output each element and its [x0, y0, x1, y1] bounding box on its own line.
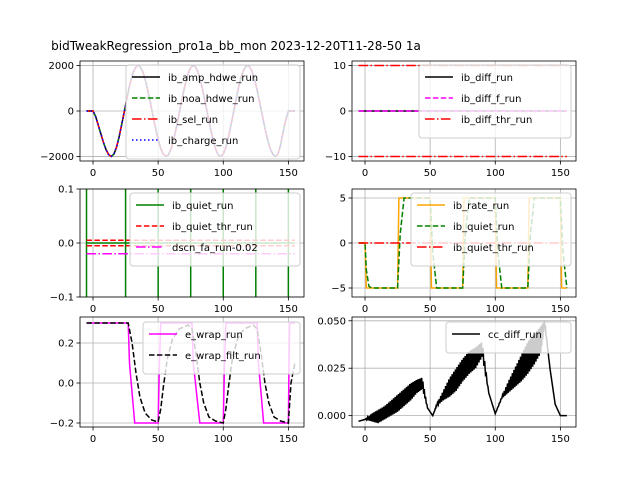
y-tick-label: 0	[340, 107, 346, 118]
y-tick-label: 10	[333, 61, 346, 72]
legend: ib_rate_run ib_quiet_run ib_quiet_thr_run	[410, 192, 572, 267]
legend-label: e_wrap_filt_run	[185, 351, 261, 362]
legend-frame	[410, 192, 572, 267]
legend-label: ib_quiet_run	[172, 201, 233, 212]
legend: e_wrap_run e_wrap_filt_run	[142, 321, 301, 375]
y-tick-label: 0.0	[58, 379, 74, 390]
subplot-3: 0 50 100 150−0.10.00.1ib_quiet_runib_quiet_…	[50, 185, 305, 315]
y-tick-label: −2000	[40, 152, 74, 163]
x-tick-label: 0	[90, 168, 96, 179]
x-tick-label: 100	[486, 434, 505, 445]
x-tick-label: 50	[152, 168, 165, 179]
y-tick-label: 0.0	[58, 239, 74, 250]
legend-label: ib_sel_run	[168, 115, 218, 126]
y-tick-label: 0	[340, 239, 346, 250]
x-tick-label: 0	[90, 434, 96, 445]
y-tick-label: 0.1	[58, 185, 74, 196]
legend-label: ib_quiet_run	[453, 222, 514, 233]
x-tick-label: 150	[551, 434, 570, 445]
axes-frame	[351, 316, 577, 428]
x-tick-label: 100	[486, 168, 505, 179]
y-tick-label: −10	[325, 152, 346, 163]
legend-label: ib_quiet_thr_run	[453, 243, 534, 254]
figure-title: bidTweakRegression_pro1a_bb_mon 2023-12-…	[51, 39, 421, 53]
x-tick-label: 150	[279, 168, 298, 179]
legend-label: ib_noa_hdwe_run	[168, 94, 255, 105]
y-tick-label: 5	[340, 194, 346, 205]
y-tick-label: −0.1	[50, 293, 74, 304]
legend-label: ib_diff_run	[461, 73, 513, 84]
legend-frame	[418, 64, 572, 139]
y-tick-label: −5	[331, 284, 346, 295]
legend: cc_diff_run	[445, 321, 572, 354]
x-tick-label: 100	[214, 168, 233, 179]
series-line-e-wrap-filt-run	[86, 322, 296, 424]
y-tick-label: 0	[68, 107, 74, 118]
x-tick-label: 50	[152, 304, 165, 315]
legend-frame	[129, 192, 301, 267]
legend-label: ib_amp_hdwe_run	[168, 73, 258, 84]
x-tick-label: 150	[279, 304, 298, 315]
x-tick-label: 0	[362, 304, 368, 315]
x-tick-label: 100	[214, 434, 233, 445]
y-tick-label: 2000	[49, 61, 74, 72]
subplot-4: 0 50 100 150 −5 0 5 ib_rate_run ib_quiet_run ib_q…	[331, 188, 577, 315]
x-tick-label: 0	[362, 168, 368, 179]
x-tick-label: 150	[551, 168, 570, 179]
legend-label: ib_charge_run	[168, 136, 238, 147]
x-tick-label: 0	[90, 304, 96, 315]
subplot-5: 0 50 100 150 −0.2 0.0 0.2 e_wrap_run e_wrap_filt…	[50, 316, 305, 445]
subplot-2: 0 50 100 150−10010ib_diff_runib_diff_f_runi…	[325, 60, 577, 179]
x-tick-label: 150	[279, 434, 298, 445]
legend-label: e_wrap_run	[185, 330, 243, 341]
x-tick-label: 150	[551, 304, 570, 315]
x-tick-label: 50	[424, 168, 437, 179]
legend-frame	[142, 321, 301, 375]
y-tick-label: 0.025	[317, 364, 346, 375]
legend-label: cc_diff_run	[488, 330, 542, 341]
legend-label: ib_diff_thr_run	[461, 115, 532, 126]
y-tick-label: 0.2	[58, 339, 74, 350]
legend-frame	[125, 64, 301, 160]
x-tick-label: 100	[214, 304, 233, 315]
plot-area	[86, 322, 296, 424]
y-tick-label: −0.2	[50, 419, 74, 430]
y-tick-label: 0.050	[317, 316, 346, 327]
legend-label: ib_rate_run	[453, 201, 509, 212]
legend-label: ib_quiet_thr_run	[172, 222, 253, 233]
legend: ib_diff_run ib_diff_f_run ib_diff_thr_run	[418, 64, 572, 139]
x-tick-label: 50	[152, 434, 165, 445]
x-tick-label: 0	[362, 434, 368, 445]
x-tick-label: 50	[424, 304, 437, 315]
legend-label: dscn_fa_run-0.02	[172, 243, 258, 254]
x-tick-label: 50	[424, 434, 437, 445]
legend-frame	[445, 321, 572, 354]
legend: ib_amp_hdwe_run ib_noa_hdwe_run ib_sel_run…	[125, 64, 301, 160]
legend: ib_quiet_run ib_quiet_thr_run dscn_fa_run-…	[129, 192, 301, 267]
y-tick-label: 0.000	[317, 411, 346, 422]
axes-frame	[79, 316, 305, 428]
series-line-e-wrap-run	[86, 322, 295, 424]
subplot-1: 0 50 100 150 −2000 0 2000 ib_amp_hdwe_run ib_noa…	[40, 60, 305, 179]
legend-label: ib_diff_f_run	[461, 94, 521, 105]
subplot-6: 0 50 100 150 0.000 0.025 0.050 cc_diff_run	[317, 316, 577, 445]
x-tick-label: 100	[486, 304, 505, 315]
